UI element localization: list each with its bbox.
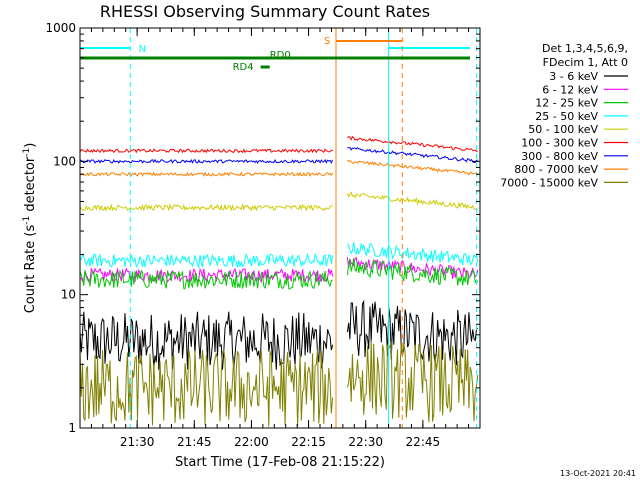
- series-line: [79, 135, 478, 154]
- rd4-marker-label: RD4: [233, 62, 254, 73]
- legend: Det 1,3,4,5,6,9, FDecim 1, Att 0 3 - 6 k…: [500, 42, 628, 189]
- night-marker-label: N: [139, 44, 146, 55]
- series-line: [79, 339, 479, 427]
- y-axis-label-mid: detector: [23, 156, 38, 216]
- saa-marker-label: S: [324, 36, 330, 47]
- y-tick-label: 1: [68, 421, 76, 435]
- legend-entry: 50 - 100 keV: [528, 123, 598, 136]
- y-axis-label: Count Rate (s-1 detector-1): [22, 143, 38, 314]
- x-axis: 21:30 21:45 22:00 22:15 22:30 22:45: [90, 28, 470, 449]
- footer-timestamp: 13-Oct-2021 20:41: [560, 469, 636, 478]
- x-tick-label: 22:00: [234, 435, 269, 449]
- legend-entry: 7000 - 15000 keV: [500, 176, 598, 189]
- y-axis: 1 10 100 1000: [45, 21, 480, 435]
- series-line: [79, 258, 479, 290]
- y-axis-label-sup2: -1: [22, 148, 32, 157]
- y-axis-label-main: Count Rate (s: [23, 225, 38, 314]
- x-tick-label: 21:30: [120, 435, 155, 449]
- legend-entry: 3 - 6 keV: [549, 70, 598, 83]
- legend-entry: 800 - 7000 keV: [514, 163, 598, 176]
- series-line: [79, 191, 479, 212]
- series-line: [79, 299, 478, 370]
- x-axis-label: Start Time (17-Feb-08 21:15:22): [175, 455, 385, 470]
- x-tick-label: 21:45: [177, 435, 212, 449]
- rd0-marker-label: RD0: [270, 50, 291, 61]
- x-tick-label: 22:15: [291, 435, 326, 449]
- series-line: [79, 146, 478, 164]
- y-tick-label: 1000: [45, 21, 76, 35]
- x-tick-label: 22:45: [406, 435, 441, 449]
- series-line: [79, 256, 479, 284]
- series-line: [79, 159, 479, 177]
- y-tick-label: 100: [53, 154, 76, 168]
- legend-header-line-1: Det 1,3,4,5,6,9,: [542, 42, 628, 55]
- y-axis-label-sup1: -1: [22, 216, 32, 225]
- legend-entry: 100 - 300 keV: [521, 137, 598, 150]
- legend-entry: 300 - 800 keV: [521, 150, 598, 163]
- y-axis-label-end: ): [23, 143, 38, 148]
- legend-entry: 6 - 12 keV: [542, 83, 598, 96]
- legend-entry: 25 - 50 keV: [535, 110, 598, 123]
- series-line: [79, 242, 479, 270]
- legend-header-line-2: FDecim 1, Att 0: [543, 56, 628, 69]
- y-tick-label: 10: [61, 288, 76, 302]
- plot-series: [79, 135, 479, 427]
- legend-entry: 12 - 25 keV: [535, 97, 598, 110]
- x-tick-label: 22:30: [348, 435, 383, 449]
- chart-title: RHESSI Observing Summary Count Rates: [100, 2, 430, 21]
- plot-frame: [79, 27, 481, 429]
